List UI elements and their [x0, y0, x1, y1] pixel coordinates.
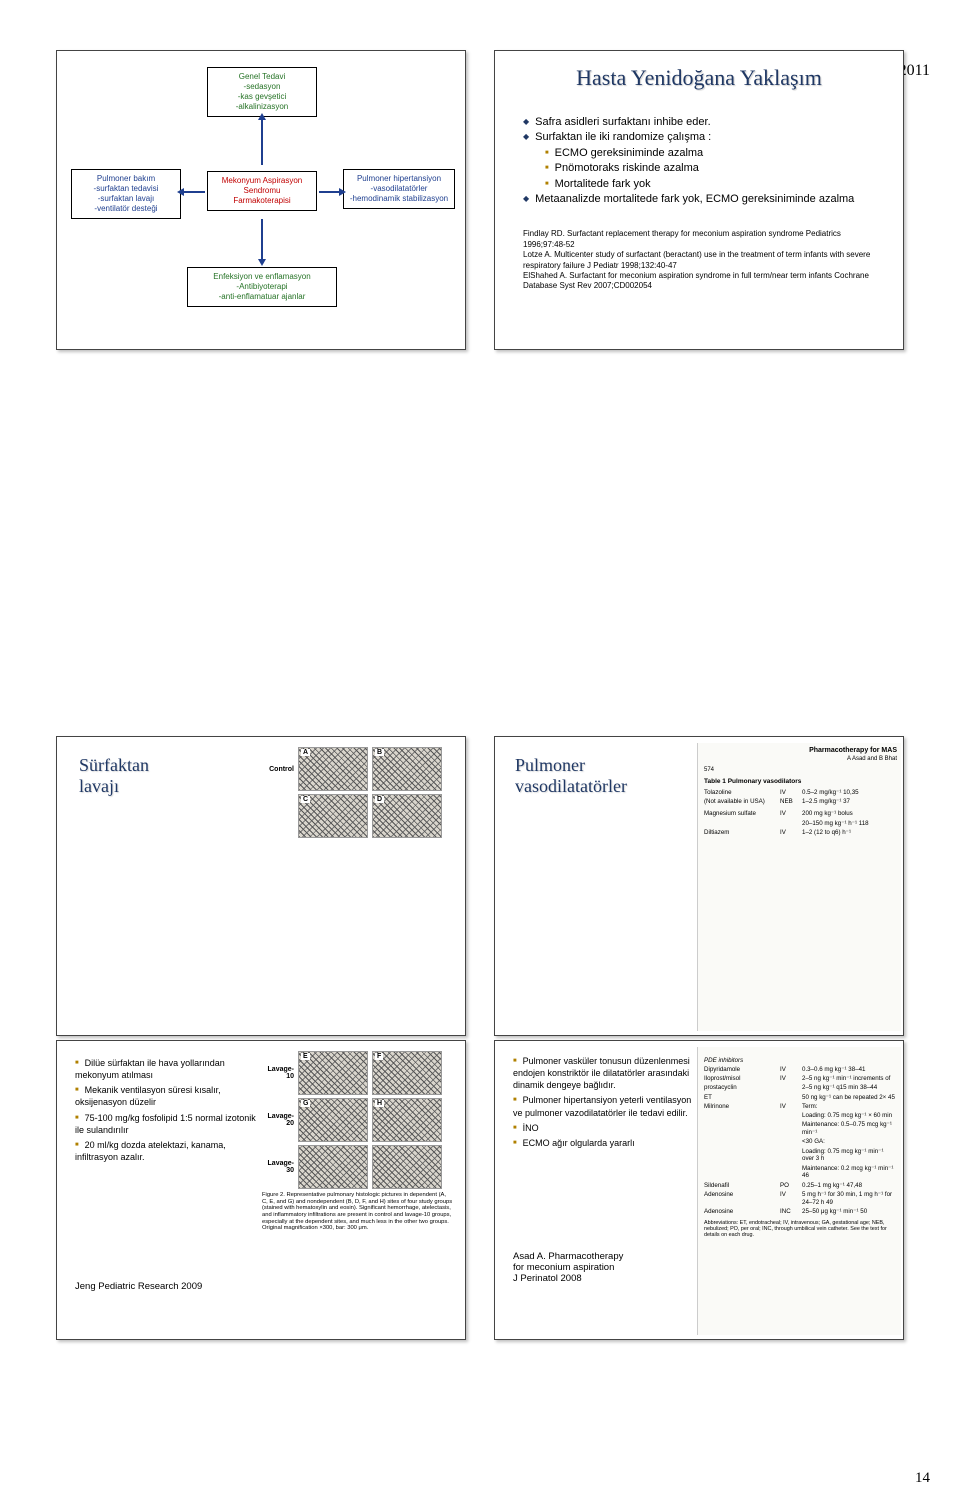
bullet: Safra asidleri surfaktanı inhibe eder.	[523, 115, 881, 130]
pharmacotherapy-table-cont: PDE inhibitors DipyridamoleIV0.3–0.6 mg …	[697, 1047, 901, 1335]
slide2-refs: Findlay RD. Surfactant replacement thera…	[523, 229, 883, 291]
slide3-footnote: Jeng Pediatric Research 2009	[75, 1281, 202, 1292]
table-row: Maintenance: 0.5–0.75 mcg kg⁻¹ min⁻¹	[704, 1121, 897, 1137]
bullet: İNO	[513, 1122, 695, 1134]
table-row: <30 GA:	[704, 1138, 897, 1146]
slide2-title: Hasta Yenidoğana Yaklaşım	[495, 65, 903, 91]
table-row: Maintenance: 0.2 mcg kg⁻¹ min⁻¹ 46	[704, 1165, 897, 1181]
title-line: lavajı	[79, 776, 119, 796]
arrow	[319, 191, 341, 193]
bullet: Dilüe sürfaktan ile hava yollarından mek…	[75, 1057, 257, 1081]
bullet: Surfaktan ile iki randomize çalışma :ECM…	[523, 130, 881, 192]
table-row: 20–150 mg kg⁻¹ h⁻¹ 118	[704, 820, 897, 828]
title-line: Sürfaktan	[79, 755, 149, 775]
bullet: Pulmoner vasküler tonusun düzenlenmesi e…	[513, 1055, 695, 1091]
bullet: ECMO ağır olgularda yararlı	[513, 1137, 695, 1149]
foot-line: for meconium aspiration	[513, 1262, 614, 1273]
table-row: AdenosineINC25–50 μg kg⁻¹ min⁻¹ 50	[704, 1208, 897, 1216]
histology-figure-cont: Lavage-10 E F Lavage-20 G H Lavage-30 Fi…	[262, 1051, 457, 1331]
table-row: Iloprost/misolIV2–5 ng kg⁻¹ min⁻¹ increm…	[704, 1075, 897, 1083]
arrow	[261, 119, 263, 165]
hist-row: Lavage-10 E F	[262, 1051, 457, 1095]
table-row: SildenafilPO0.25–1 mg kg⁻¹ 47,48	[704, 1182, 897, 1190]
slide-surfactant-lavage-text: Dilüe sürfaktan ile hava yollarından mek…	[56, 1040, 466, 1340]
reference: ElShahed A. Surfactant for meconium aspi…	[523, 271, 883, 292]
sub-bullet: Pnömotoraks riskinde azalma	[545, 161, 881, 176]
table-row: MilrinoneIVTerm:	[704, 1103, 897, 1111]
table-row: AdenosineIV5 mg h⁻¹ for 30 min, 1 mg h⁻¹…	[704, 1191, 897, 1207]
histology-figure: Control A B C D	[262, 747, 457, 1027]
pharmacotherapy-table: Pharmacotherapy for MAS A Asad and B Bha…	[697, 743, 901, 1031]
title-line: vasodilatatörler	[515, 776, 627, 796]
fc-node-mas: Mekonyum AspirasyonSendromuFarmakoterapi…	[207, 171, 317, 211]
slide-vasodilators-text: Pulmoner vasküler tonusun düzenlenmesi e…	[494, 1040, 904, 1340]
bullet: Mekanik ventilasyon süresi kısalır, oksi…	[75, 1084, 257, 1108]
slide-vasodilators: Pulmoner vasodilatatörler Pharmacotherap…	[494, 736, 904, 1036]
arrowhead	[339, 188, 346, 196]
table-row: ET50 ng kg⁻¹ can be repeated 2× 45	[704, 1094, 897, 1102]
table-row: DiltiazemIV1–2 (12 to q6) h⁻¹	[704, 829, 897, 837]
arrowhead	[258, 259, 266, 266]
fc-node-infection: Enfeksiyon ve enflamasyon-Antibiyoterapi…	[187, 267, 337, 307]
bullet: Pulmoner hipertansiyon yeterli ventilasy…	[513, 1094, 695, 1118]
arrow	[261, 219, 263, 261]
sub-bullet: ECMO gereksiniminde azalma	[545, 146, 881, 161]
table-row: Magnesium sulfateIV200 mg kg⁻¹ bolus	[704, 810, 897, 818]
table-row: Loading: 0.75 mcg kg⁻¹ × 60 min	[704, 1112, 897, 1120]
arrow	[183, 191, 205, 193]
page-number: 14	[915, 1470, 930, 1487]
bullet: 75-100 mg/kg fosfolipid 1:5 normal izoto…	[75, 1112, 257, 1136]
arrowhead	[258, 113, 266, 120]
fc-node-pulmonary: Pulmoner bakım-surfaktan tedavisi-surfak…	[71, 169, 181, 219]
hist-row: C D	[262, 794, 457, 838]
fc-node-htn: Pulmoner hipertansiyon-vasodilatatörler-…	[343, 169, 455, 209]
slide2-body: Safra asidleri surfaktanı inhibe eder.Su…	[523, 115, 881, 207]
slide4-title: Pulmoner vasodilatatörler	[515, 755, 627, 796]
table-row: DipyridamoleIV0.3–0.6 mg kg⁻¹ 38–41	[704, 1066, 897, 1074]
slide3-title: Sürfaktan lavajı	[79, 755, 149, 796]
reference: Lotze A. Multicenter study of surfactant…	[523, 250, 883, 271]
slide-surfactant-lavage: Sürfaktan lavajı Control A B C D	[56, 736, 466, 1036]
hist-caption: Figure 2. Representative pulmonary histo…	[262, 1192, 457, 1232]
slide-flowchart: Genel Tedavi-sedasyon-kas gevşetici-alka…	[56, 50, 466, 350]
table-row: TolazolineIV0.5–2 mg/kg⁻¹ 10,35	[704, 789, 897, 797]
slide3-bullets: Dilüe sürfaktan ile hava yollarından mek…	[75, 1057, 257, 1166]
bullet: Metaanalizde mortalitede fark yok, ECMO …	[523, 192, 881, 207]
slide-approach: Hasta Yenidoğana Yaklaşım Safra asidleri…	[494, 50, 904, 350]
hist-row: Control A B	[262, 747, 457, 791]
table-row: (Not available in USA)NEB1–2.5 mg/kg⁻¹ 3…	[704, 798, 897, 806]
arrowhead	[177, 188, 184, 196]
slide4-footnote: Asad A. Pharmacotherapy for meconium asp…	[513, 1251, 623, 1284]
reference: Findlay RD. Surfactant replacement thera…	[523, 229, 883, 250]
foot-line: Asad A. Pharmacotherapy	[513, 1251, 623, 1262]
table-row: prostacyclin2–5 ng kg⁻¹ q15 min 38–44	[704, 1084, 897, 1092]
slide4-bullets: Pulmoner vasküler tonusun düzenlenmesi e…	[513, 1055, 695, 1152]
title-line: Pulmoner	[515, 755, 585, 775]
hist-row: Lavage-20 G H	[262, 1098, 457, 1142]
foot-line: J Perinatol 2008	[513, 1273, 582, 1284]
hist-row: Lavage-30	[262, 1145, 457, 1189]
bullet: 20 ml/kg dozda atelektazi, kanama, infil…	[75, 1139, 257, 1163]
table-row: Loading: 0.75 mcg kg⁻¹ min⁻¹ over 3 h	[704, 1148, 897, 1164]
fc-node-general: Genel Tedavi-sedasyon-kas gevşetici-alka…	[207, 67, 317, 117]
sub-bullet: Mortalitede fark yok	[545, 177, 881, 192]
